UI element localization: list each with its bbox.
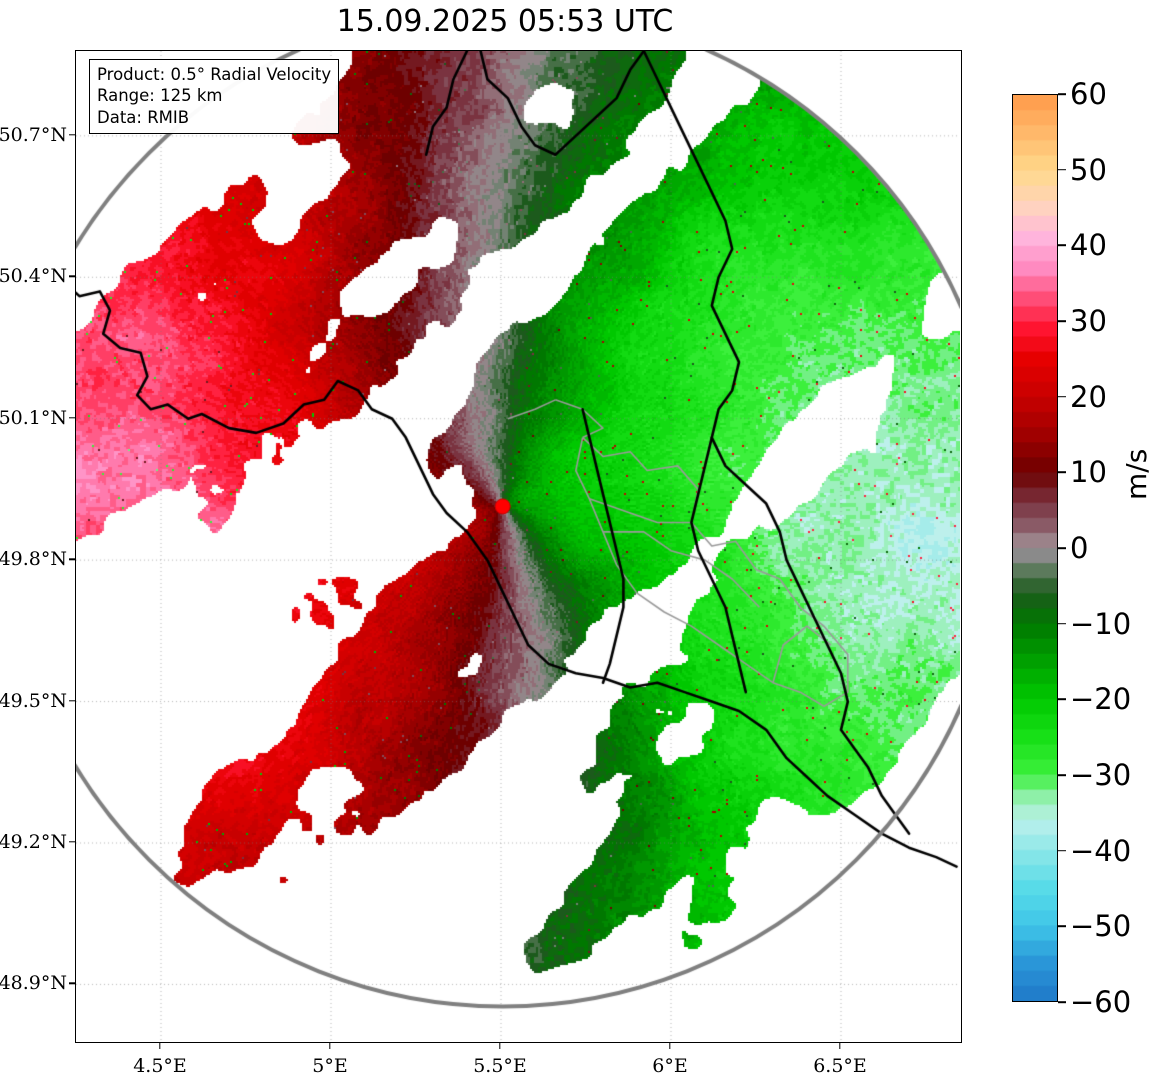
colorbar-tick xyxy=(1058,168,1066,171)
colorbar-tick-label: −40 xyxy=(1070,833,1132,868)
colorbar-unit-label: m/s xyxy=(1120,448,1153,500)
colorbar: 60 50 40 30 20 10 0 −10 −20 −30 −40 −50 −60 xyxy=(1012,77,1131,1019)
lat-tick xyxy=(69,134,75,136)
colorbar-gradient xyxy=(1012,94,1058,1002)
lat-tick-label: 49.8°N xyxy=(0,548,67,571)
colorbar-tick xyxy=(1058,774,1066,776)
annotation-data: Data: RMIB xyxy=(97,107,190,127)
colorbar-tick-label: 20 xyxy=(1070,379,1107,414)
lon-tick-label: 6.5°E xyxy=(813,1055,867,1077)
colorbar-tick xyxy=(1058,471,1066,474)
colorbar-tick-label: −10 xyxy=(1070,606,1132,641)
lon-tick xyxy=(669,1043,671,1049)
page-title: 15.09.2025 05:53 UTC xyxy=(336,4,674,39)
colorbar-tick xyxy=(1058,547,1066,549)
lon-tick xyxy=(329,1043,331,1049)
colorbar-tick-label: −60 xyxy=(1070,985,1132,1019)
colorbar-tick xyxy=(1058,622,1066,625)
colorbar-tick-label: 0 xyxy=(1070,531,1089,565)
latitude-axis: 48.9°N 49.2°N 49.5°N 49.8°N 50.1°N 50.4°N 50.7… xyxy=(0,50,75,1043)
annotation-product: Product: 0.5° Radial Velocity xyxy=(97,65,332,84)
colorbar-tick xyxy=(1058,849,1066,852)
lat-tick xyxy=(69,841,75,843)
longitude-axis: 4.5°E 5°E 5.5°E 6°E 6.5°E xyxy=(75,1043,962,1081)
colorbar-tick-label: −20 xyxy=(1070,682,1132,717)
colorbar-tick-label: 40 xyxy=(1070,228,1107,263)
colorbar-tick-label: −30 xyxy=(1070,758,1132,792)
colorbar-tick-label: 30 xyxy=(1070,304,1107,338)
colorbar-tick xyxy=(1058,1001,1066,1003)
colorbar-tick-label: 50 xyxy=(1070,152,1107,187)
radar-velocity-field xyxy=(76,51,960,1041)
colorbar-tick xyxy=(1058,320,1066,322)
lat-tick-label: 50.1°N xyxy=(0,406,67,429)
colorbar-tick xyxy=(1058,925,1066,928)
annotation-range: Range: 125 km xyxy=(97,86,223,106)
lon-tick xyxy=(839,1043,841,1049)
lon-tick-label: 5°E xyxy=(312,1055,348,1077)
colorbar-tick-label: 10 xyxy=(1070,455,1107,490)
lat-tick-label: 50.7°N xyxy=(0,123,67,146)
lat-tick xyxy=(69,982,75,985)
colorbar-tick xyxy=(1058,395,1066,398)
colorbar-tick xyxy=(1058,698,1066,701)
lat-tick-label: 49.2°N xyxy=(0,831,67,853)
radar-plot-area[interactable]: Product: 0.5° Radial Velocity Range: 125… xyxy=(75,50,962,1043)
lat-tick-label: 49.5°N xyxy=(0,689,67,712)
lon-tick-label: 6°E xyxy=(652,1055,688,1077)
annotation-box: Product: 0.5° Radial Velocity Range: 125… xyxy=(89,59,340,135)
colorbar-tick-label: −50 xyxy=(1070,909,1132,944)
lat-tick xyxy=(69,275,75,277)
colorbar-tick-label: 60 xyxy=(1070,77,1107,111)
lat-tick-label: 50.4°N xyxy=(0,265,67,288)
lon-tick-label: 4.5°E xyxy=(133,1055,187,1077)
lon-tick-label: 5.5°E xyxy=(473,1055,527,1077)
lat-tick-label: 48.9°N xyxy=(0,972,67,995)
lat-tick xyxy=(69,699,75,702)
lat-tick xyxy=(69,558,75,560)
lon-tick xyxy=(499,1043,501,1049)
lon-tick xyxy=(159,1043,161,1049)
lat-tick xyxy=(69,417,75,419)
colorbar-tick xyxy=(1058,244,1066,247)
colorbar-tick xyxy=(1058,93,1066,95)
